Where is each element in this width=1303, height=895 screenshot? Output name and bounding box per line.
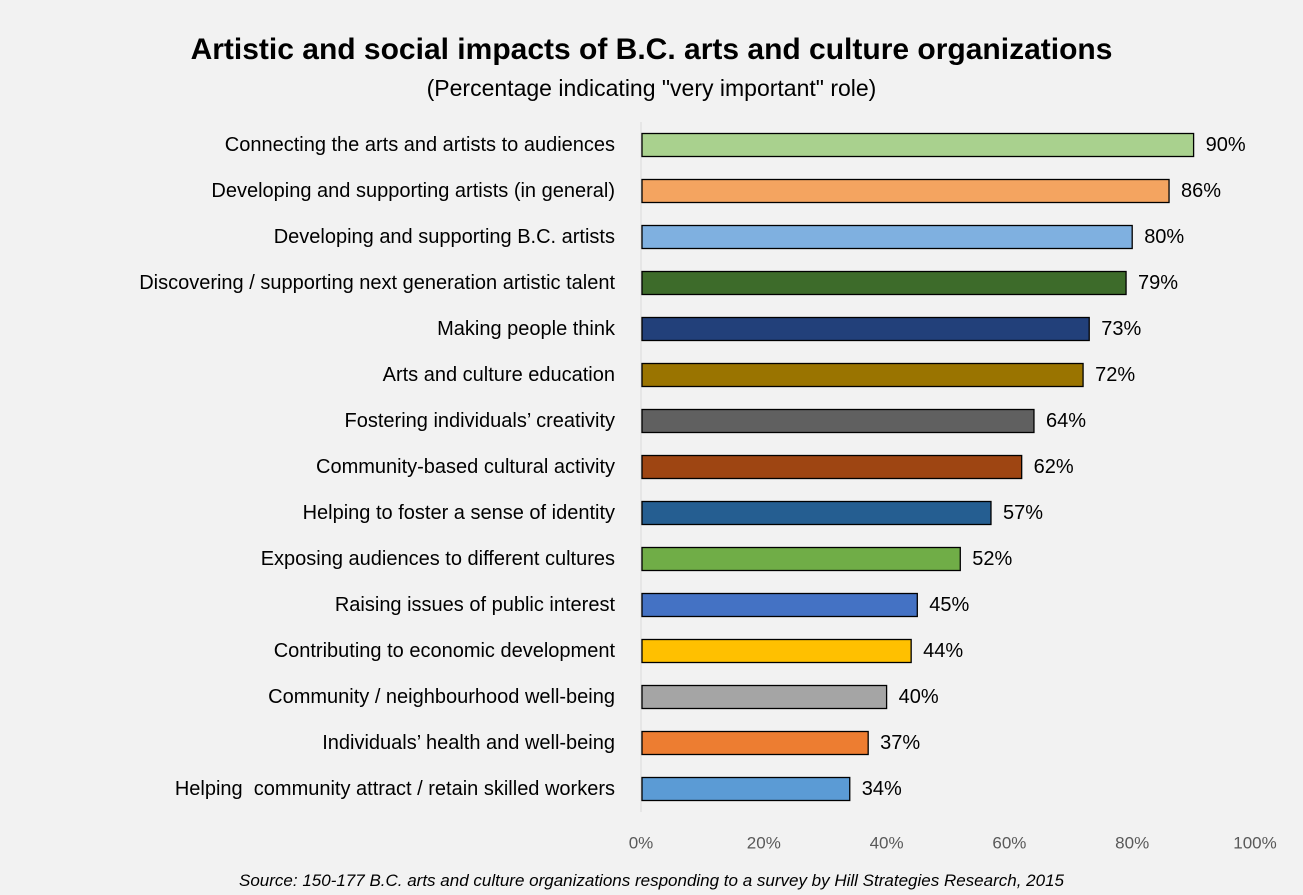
- category-label: Fostering individuals’ creativity: [345, 410, 615, 432]
- value-label: 86%: [1181, 180, 1221, 202]
- bar: [641, 684, 888, 710]
- bar: [641, 730, 869, 756]
- category-label: Helping community attract / retain skill…: [175, 778, 615, 800]
- category-label: Developing and supporting B.C. artists: [274, 226, 615, 248]
- chart-subtitle: (Percentage indicating "very important" …: [426, 75, 877, 101]
- bar: [641, 592, 918, 618]
- category-label: Community-based cultural activity: [316, 456, 615, 478]
- x-tick-label: 20%: [747, 834, 781, 853]
- category-label: Developing and supporting artists (in ge…: [211, 180, 615, 202]
- value-label: 64%: [1046, 410, 1086, 432]
- bar: [641, 224, 1133, 250]
- x-tick-label: 80%: [1115, 834, 1149, 853]
- category-label: Arts and culture education: [383, 364, 615, 386]
- value-label: 79%: [1138, 272, 1178, 294]
- x-axis-ticks: 0% 20% 40% 60% 80% 100%: [629, 834, 1277, 853]
- bar: [641, 546, 961, 572]
- category-label: Making people think: [437, 318, 616, 340]
- bars-layer: [641, 132, 1195, 802]
- value-label: 40%: [899, 686, 939, 708]
- value-label: 52%: [972, 548, 1012, 570]
- value-label: 73%: [1101, 318, 1141, 340]
- value-labels: 90% 86% 80% 79% 73% 72% 64% 62% 57% 52% 45% 44% 40% 3…: [862, 134, 1246, 800]
- value-label: 45%: [929, 594, 969, 616]
- x-tick-label: 60%: [992, 834, 1026, 853]
- category-labels: Connecting the arts and artists to audie…: [139, 134, 616, 800]
- value-label: 80%: [1144, 226, 1184, 248]
- bar: [641, 500, 992, 526]
- x-tick-label: 40%: [870, 834, 904, 853]
- chart-title: Artistic and social impacts of B.C. arts…: [190, 33, 1113, 66]
- bar: [641, 362, 1084, 388]
- category-label: Community / neighbourhood well-being: [268, 686, 615, 708]
- bar: [641, 132, 1195, 158]
- category-label: Contributing to economic development: [274, 640, 616, 662]
- category-label: Individuals’ health and well-being: [322, 732, 615, 754]
- bar: [641, 454, 1023, 480]
- x-tick-label: 0%: [629, 834, 654, 853]
- value-label: 62%: [1034, 456, 1074, 478]
- bar: [641, 638, 912, 664]
- value-label: 57%: [1003, 502, 1043, 524]
- x-tick-label: 100%: [1233, 834, 1276, 853]
- bar: [641, 316, 1090, 342]
- bar-chart-plot: Connecting the arts and artists to audie…: [139, 122, 1277, 853]
- bar: [641, 408, 1035, 434]
- value-label: 90%: [1206, 134, 1246, 156]
- value-label: 72%: [1095, 364, 1135, 386]
- category-label: Raising issues of public interest: [335, 594, 616, 616]
- value-label: 37%: [880, 732, 920, 754]
- bar: [641, 776, 851, 802]
- category-label: Discovering / supporting next generation…: [139, 272, 615, 294]
- category-label: Exposing audiences to different cultures: [261, 548, 615, 570]
- value-label: 44%: [923, 640, 963, 662]
- category-label: Helping to foster a sense of identity: [303, 502, 615, 524]
- source-note: Source: 150-177 B.C. arts and culture or…: [239, 871, 1064, 890]
- category-label: Connecting the arts and artists to audie…: [225, 134, 615, 156]
- bar: [641, 270, 1127, 296]
- bar: [641, 178, 1170, 204]
- value-label: 34%: [862, 778, 902, 800]
